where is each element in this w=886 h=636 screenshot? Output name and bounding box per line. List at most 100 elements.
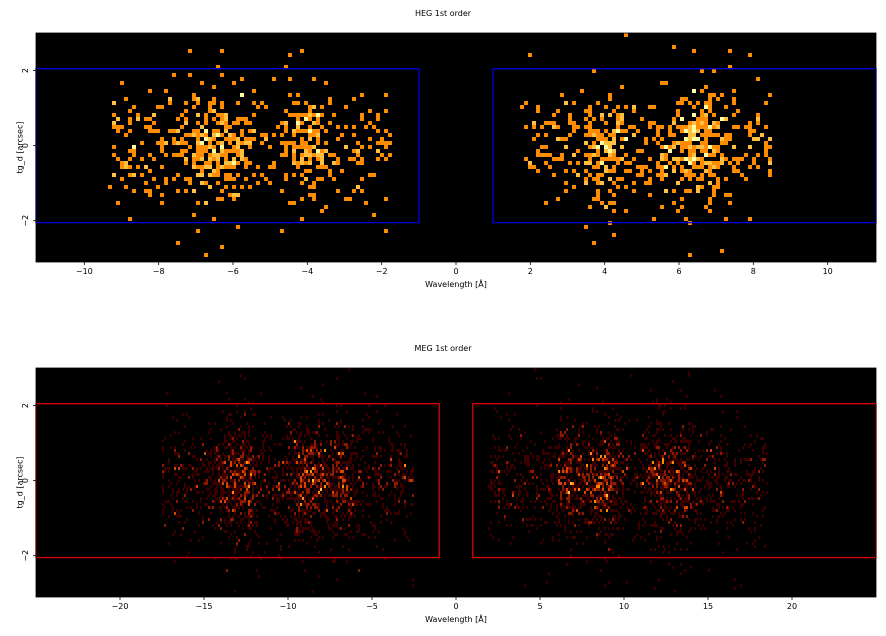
event-pixel <box>754 527 756 530</box>
event-pixel <box>240 521 242 524</box>
event-pixel <box>302 473 304 476</box>
event-pixel <box>704 464 706 467</box>
event-pixel <box>290 425 292 428</box>
event-pixel <box>182 464 184 467</box>
event-pixel <box>578 434 580 437</box>
event-pixel <box>602 506 604 509</box>
event-pixel <box>298 464 300 467</box>
event-pixel <box>498 521 500 524</box>
event-pixel <box>590 464 592 467</box>
event-pixel <box>732 145 736 149</box>
event-pixel <box>562 497 564 500</box>
event-pixel <box>236 193 240 197</box>
event-pixel <box>336 189 340 193</box>
event-pixel <box>570 452 572 455</box>
event-pixel <box>676 530 678 533</box>
event-pixel <box>312 530 314 533</box>
event-pixel <box>240 488 242 491</box>
event-pixel <box>724 177 728 181</box>
event-pixel <box>220 476 222 479</box>
event-pixel <box>198 539 200 542</box>
event-pixel <box>394 539 396 542</box>
event-pixel <box>690 482 692 485</box>
event-pixel <box>296 101 300 105</box>
event-pixel <box>550 488 552 491</box>
event-pixel <box>298 446 300 449</box>
event-pixel <box>250 479 252 482</box>
event-pixel <box>688 153 692 157</box>
event-pixel <box>736 416 738 419</box>
event-pixel <box>708 161 712 165</box>
event-pixel <box>520 509 522 512</box>
event-pixel <box>646 509 648 512</box>
event-pixel <box>688 133 692 137</box>
event-pixel <box>312 497 314 500</box>
event-pixel <box>618 518 620 521</box>
event-pixel <box>354 494 356 497</box>
event-pixel <box>576 488 578 491</box>
event-pixel <box>344 473 346 476</box>
event-pixel <box>304 145 308 149</box>
event-pixel <box>530 524 532 527</box>
event-pixel <box>346 494 348 497</box>
event-pixel <box>602 440 604 443</box>
event-pixel <box>716 185 720 189</box>
event-pixel <box>292 161 296 165</box>
x-tick-label: 10 <box>823 267 833 276</box>
event-pixel <box>498 437 500 440</box>
event-pixel <box>610 485 612 488</box>
event-pixel <box>224 470 226 473</box>
event-pixel <box>594 464 596 467</box>
event-pixel <box>390 458 392 461</box>
event-pixel <box>586 473 588 476</box>
event-pixel <box>306 521 308 524</box>
event-pixel <box>580 455 582 458</box>
event-pixel <box>324 497 326 500</box>
event-pixel <box>202 521 204 524</box>
event-pixel <box>568 464 570 467</box>
event-pixel <box>712 455 714 458</box>
event-pixel <box>222 491 224 494</box>
event-pixel <box>612 518 614 521</box>
event-pixel <box>596 410 598 413</box>
event-pixel <box>292 470 294 473</box>
event-pixel <box>510 542 512 545</box>
event-pixel <box>242 464 244 467</box>
event-pixel <box>208 431 210 434</box>
event-pixel <box>560 416 562 419</box>
event-pixel <box>196 470 198 473</box>
event-pixel <box>234 455 236 458</box>
event-pixel <box>632 479 634 482</box>
event-pixel <box>348 515 350 518</box>
event-pixel <box>658 407 660 410</box>
event-pixel <box>300 434 302 437</box>
meg-xlabel: Wavelength [Å] <box>425 615 487 624</box>
event-pixel <box>196 129 200 133</box>
event-pixel <box>568 494 570 497</box>
event-pixel <box>200 133 204 137</box>
event-pixel <box>300 503 302 506</box>
event-pixel <box>596 165 600 169</box>
event-pixel <box>336 515 338 518</box>
event-pixel <box>310 524 312 527</box>
event-pixel <box>732 157 736 161</box>
event-pixel <box>162 512 164 515</box>
event-pixel <box>706 431 708 434</box>
event-pixel <box>660 512 662 515</box>
event-pixel <box>624 129 628 133</box>
event-pixel <box>580 503 582 506</box>
event-pixel <box>604 458 606 461</box>
event-pixel <box>242 443 244 446</box>
event-pixel <box>582 425 584 428</box>
event-pixel <box>234 485 236 488</box>
event-pixel <box>748 165 752 169</box>
event-pixel <box>294 479 296 482</box>
event-pixel <box>116 125 120 129</box>
event-pixel <box>324 464 326 467</box>
event-pixel <box>266 467 268 470</box>
event-pixel <box>256 455 258 458</box>
event-pixel <box>168 542 170 545</box>
event-pixel <box>340 488 342 491</box>
event-pixel <box>596 101 600 105</box>
event-pixel <box>540 479 542 482</box>
